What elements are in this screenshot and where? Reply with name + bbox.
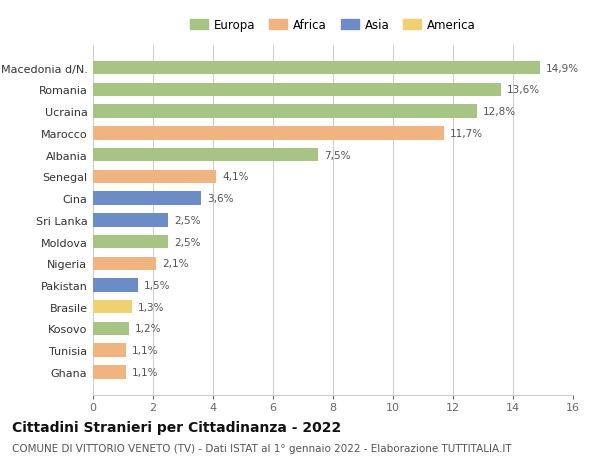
- Text: 14,9%: 14,9%: [546, 63, 579, 73]
- Text: 13,6%: 13,6%: [507, 85, 540, 95]
- Text: 4,1%: 4,1%: [222, 172, 248, 182]
- Bar: [93, 62, 540, 75]
- Bar: [93, 257, 156, 270]
- Text: 1,1%: 1,1%: [132, 346, 158, 355]
- Text: 11,7%: 11,7%: [450, 129, 483, 139]
- Text: 2,1%: 2,1%: [162, 259, 188, 269]
- Bar: [93, 84, 501, 97]
- Bar: [93, 105, 477, 118]
- Bar: [93, 170, 216, 184]
- Bar: [93, 300, 132, 314]
- Bar: [93, 344, 126, 357]
- Bar: [93, 192, 201, 205]
- Text: 1,1%: 1,1%: [132, 367, 158, 377]
- Text: 1,5%: 1,5%: [144, 280, 170, 291]
- Bar: [93, 127, 444, 140]
- Text: 12,8%: 12,8%: [483, 107, 516, 117]
- Bar: [93, 235, 168, 249]
- Text: Cittadini Stranieri per Cittadinanza - 2022: Cittadini Stranieri per Cittadinanza - 2…: [12, 420, 341, 434]
- Bar: [93, 322, 129, 336]
- Bar: [93, 365, 126, 379]
- Text: 3,6%: 3,6%: [207, 194, 233, 204]
- Text: 1,2%: 1,2%: [135, 324, 161, 334]
- Bar: [93, 279, 138, 292]
- Bar: [93, 213, 168, 227]
- Legend: Europa, Africa, Asia, America: Europa, Africa, Asia, America: [185, 14, 481, 37]
- Bar: [93, 149, 318, 162]
- Text: 2,5%: 2,5%: [174, 237, 200, 247]
- Text: 2,5%: 2,5%: [174, 215, 200, 225]
- Text: 7,5%: 7,5%: [324, 150, 350, 160]
- Text: 1,3%: 1,3%: [138, 302, 164, 312]
- Text: COMUNE DI VITTORIO VENETO (TV) - Dati ISTAT al 1° gennaio 2022 - Elaborazione TU: COMUNE DI VITTORIO VENETO (TV) - Dati IS…: [12, 443, 512, 453]
